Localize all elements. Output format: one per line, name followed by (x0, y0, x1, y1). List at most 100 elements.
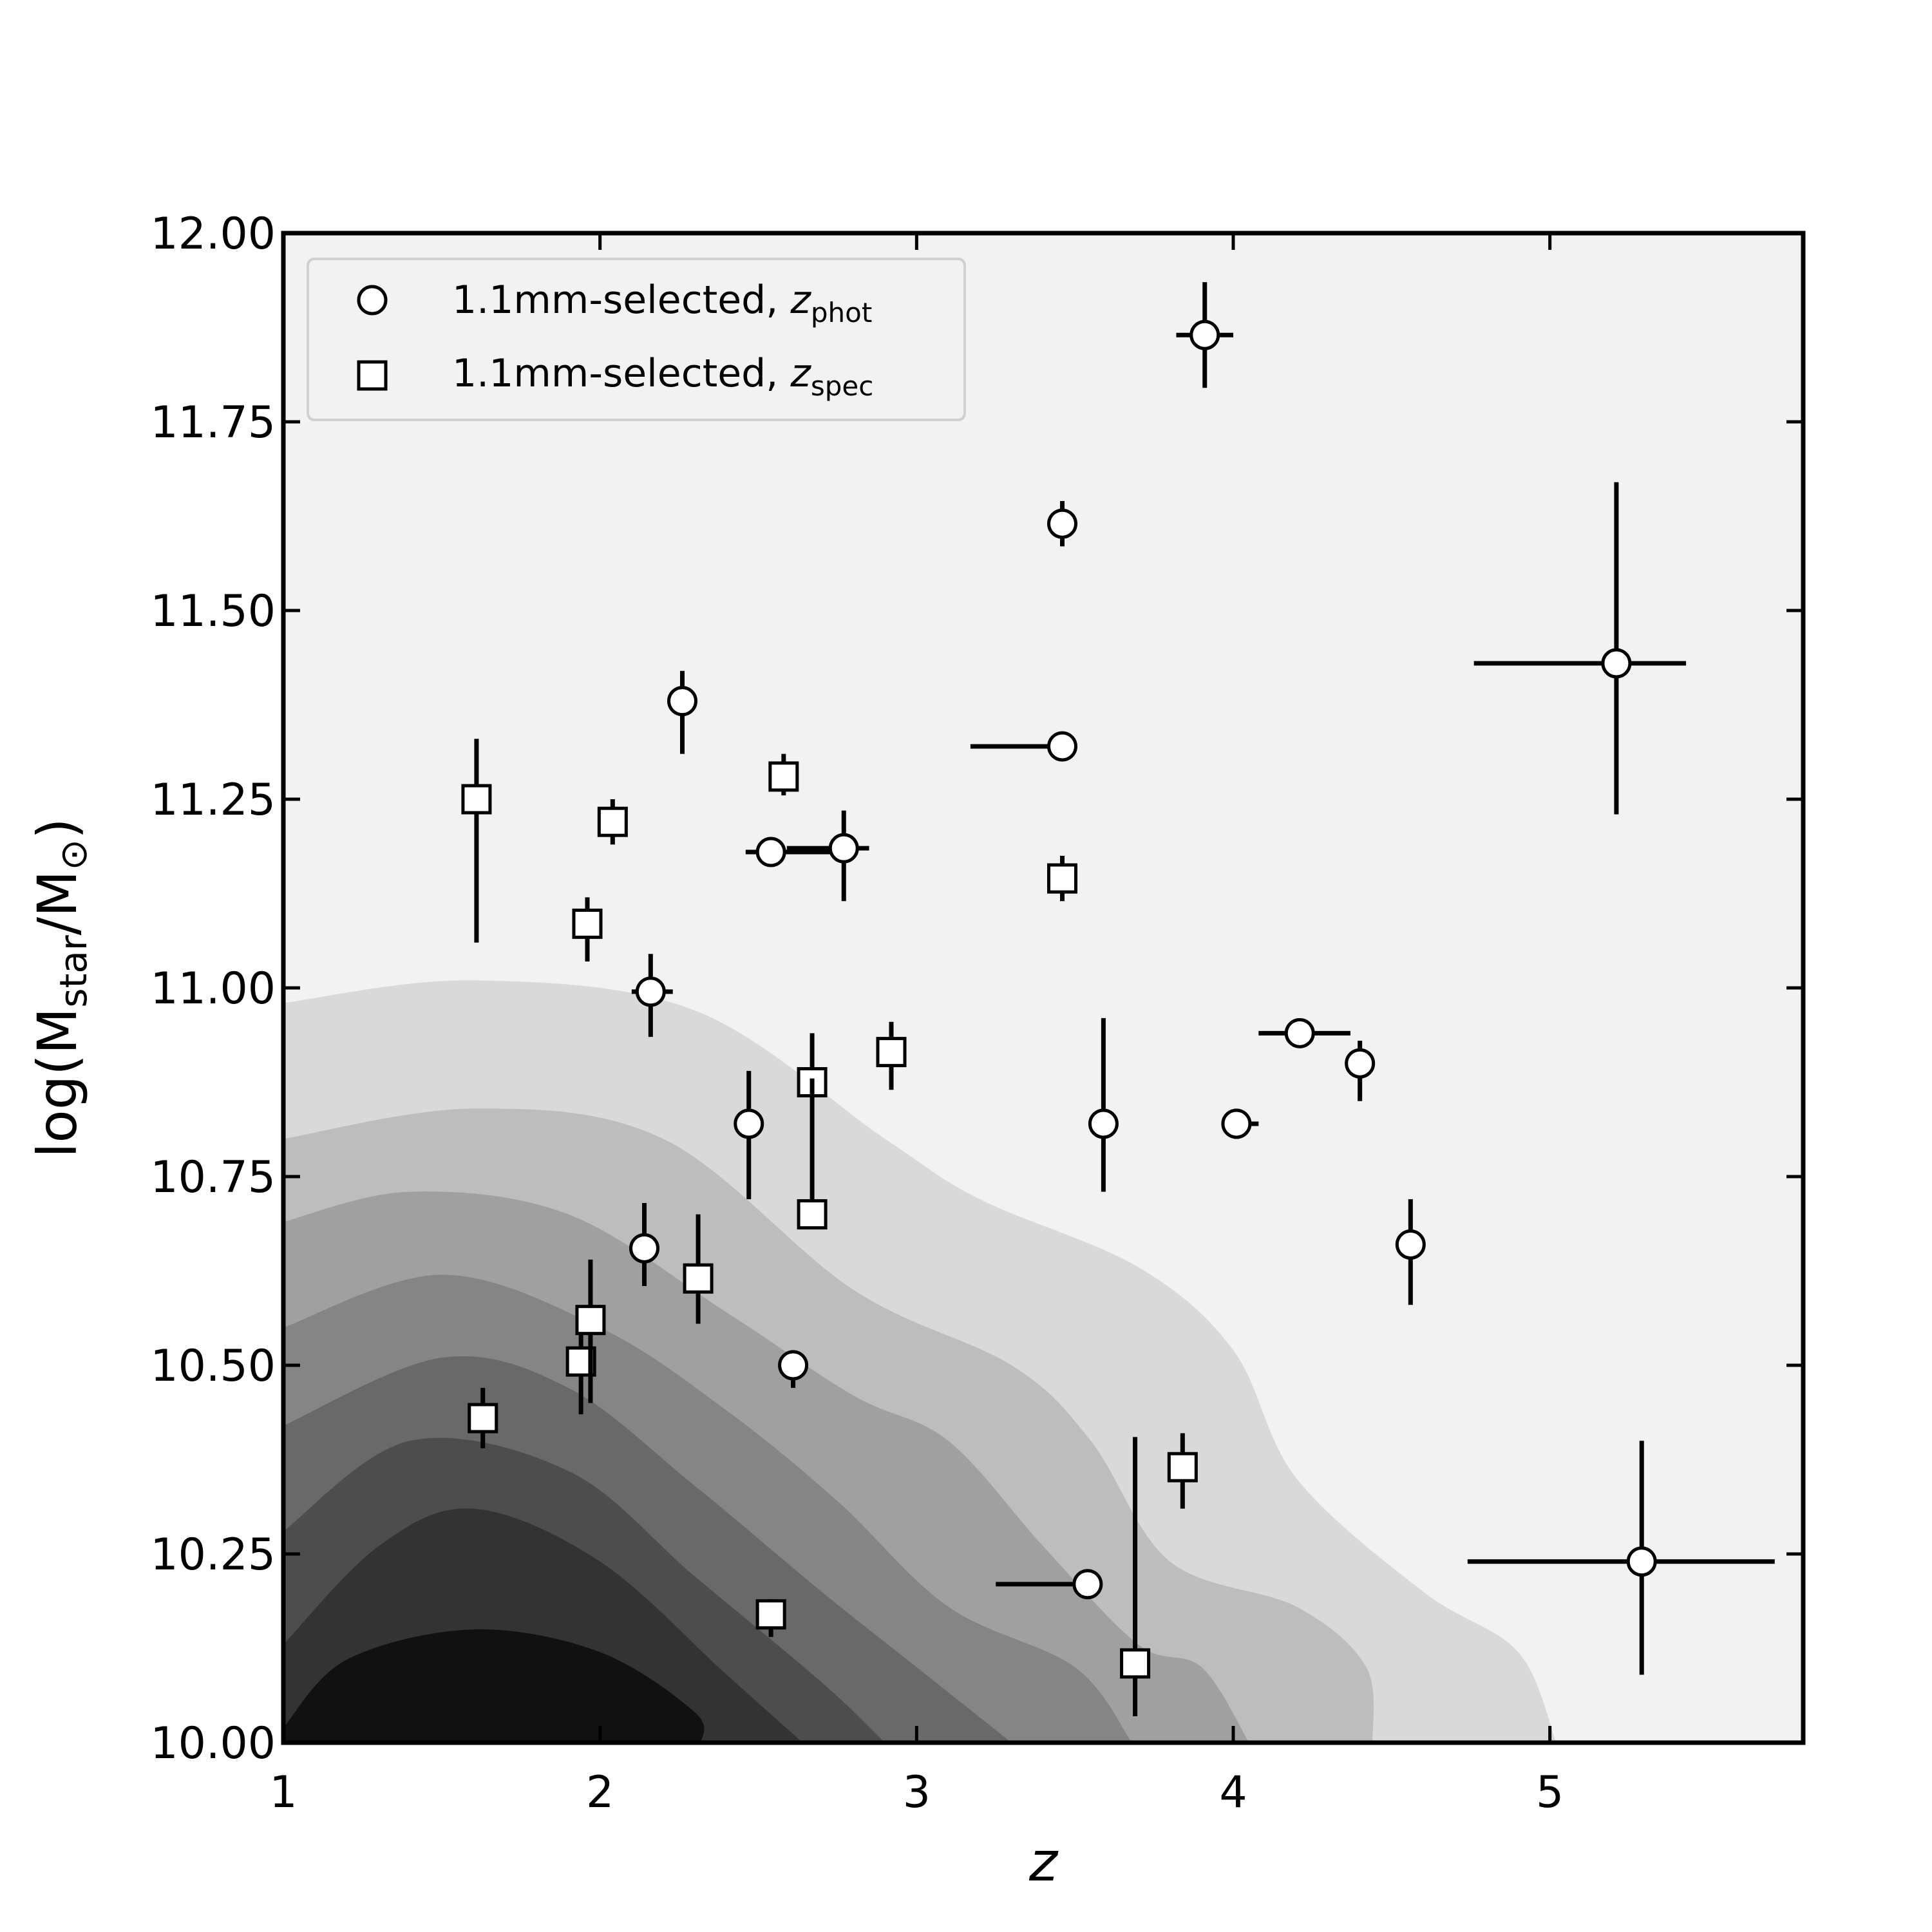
circle-marker (734, 1108, 764, 1139)
x-axis-label: z (1028, 1830, 1059, 1893)
y-axis-label: log(Mstar/M⊙) (26, 818, 95, 1158)
data-point-circle-2 (1047, 501, 1077, 547)
data-point-circle-9 (1258, 1018, 1350, 1048)
legend-label-spec-sub: spec (811, 370, 873, 402)
square-marker (1120, 1648, 1151, 1679)
data-point-square-15 (1167, 1433, 1198, 1509)
data-point-circle-11 (734, 1070, 764, 1200)
legend-marker-square (357, 360, 388, 391)
square-marker (575, 1305, 606, 1336)
y-tick-label: 11.50 (150, 586, 276, 637)
data-points (461, 282, 1775, 1716)
data-point-square-3 (597, 799, 628, 845)
data-point-circle-3 (1473, 482, 1687, 815)
y-axis-label-prefix: log(M (26, 1008, 89, 1158)
square-marker (683, 1263, 714, 1294)
square-marker (572, 908, 603, 939)
data-point-circle-5 (970, 731, 1077, 762)
legend: 1.1mm-selected, zphot 1.1mm-selected, zs… (307, 258, 966, 421)
square-marker (755, 1599, 786, 1630)
data-point-square-13 (755, 1599, 786, 1637)
data-point-circle-4 (667, 670, 697, 754)
legend-label-spec: 1.1mm-selected, zspec (452, 351, 873, 402)
y-axis-label-sub: star (52, 935, 95, 1008)
data-point-square-10 (797, 1078, 828, 1230)
y-tick-label: 10.00 (150, 1718, 276, 1769)
square-marker (1167, 1452, 1198, 1482)
x-tick-label: 4 (1219, 1767, 1247, 1818)
square-marker (768, 761, 799, 792)
y-tick-label: 10.75 (150, 1152, 276, 1203)
data-point-circle-8 (631, 954, 673, 1037)
plot-frame (281, 231, 1806, 1745)
y-tick-label: 12.00 (150, 209, 276, 260)
square-marker (1047, 863, 1077, 894)
legend-marker-circle (357, 285, 388, 316)
data-point-circle-7 (786, 810, 869, 902)
legend-box (307, 258, 966, 421)
circle-marker (1601, 648, 1632, 679)
square-marker (597, 806, 628, 837)
data-point-square-7 (683, 1214, 714, 1324)
data-point-square-12 (1047, 855, 1077, 902)
circle-marker (1395, 1229, 1426, 1260)
data-point-circle-6 (745, 837, 841, 867)
legend-label-phot: 1.1mm-selected, zphot (452, 278, 872, 328)
legend-label-phot-sub: phot (811, 297, 872, 328)
square-marker (468, 1403, 498, 1434)
data-point-circle-18 (1467, 1441, 1775, 1675)
square-marker (876, 1037, 907, 1068)
legend-label-phot-text: 1.1mm-selected, (452, 278, 790, 323)
data-point-square-2 (468, 1388, 498, 1448)
data-point-circle-15 (1395, 1199, 1426, 1305)
circle-marker (1626, 1546, 1657, 1577)
data-point-circle-17 (996, 1569, 1103, 1600)
data-point-square-14 (1120, 1437, 1151, 1716)
circle-marker (1047, 508, 1077, 539)
data-point-square-1 (461, 739, 492, 943)
circle-marker (1345, 1048, 1376, 1079)
y-axis-label-mid: /M (26, 870, 89, 935)
axis-ticks: 1 2 3 4 5 10.00 10.25 10.50 10.75 11.00 11.25 11.50… (150, 209, 1803, 1818)
data-point-circle-13 (1221, 1108, 1259, 1139)
legend-label-spec-text: 1.1mm-selected, (452, 351, 790, 396)
circle-marker (1284, 1018, 1315, 1048)
y-tick-label: 11.25 (150, 775, 276, 826)
square-marker (797, 1199, 828, 1230)
circle-marker (828, 833, 859, 864)
data-point-square-6 (575, 1259, 606, 1403)
data-point-square-4 (572, 897, 603, 961)
x-tick-label: 2 (586, 1767, 614, 1818)
circle-marker (778, 1350, 809, 1381)
y-axis-label-suffix: ) (26, 818, 89, 839)
legend-label-phot-var: z (790, 278, 811, 323)
circle-marker (629, 1233, 659, 1264)
data-point-circle-1 (1176, 282, 1233, 388)
y-tick-label: 11.75 (150, 397, 276, 448)
square-marker (461, 784, 492, 815)
density-contour-level-8 (283, 1629, 705, 1743)
circle-marker (635, 976, 666, 1007)
legend-label-spec-var: z (790, 351, 811, 396)
circle-marker (1189, 319, 1220, 350)
x-tick-label: 5 (1536, 1767, 1564, 1818)
data-point-circle-12 (1088, 1018, 1119, 1192)
circle-marker (755, 837, 786, 867)
data-point-circle-16 (778, 1350, 809, 1388)
x-tick-label: 1 (269, 1767, 297, 1818)
data-point-square-8 (768, 753, 799, 796)
y-tick-label: 10.50 (150, 1341, 276, 1392)
data-point-circle-14 (629, 1203, 659, 1286)
circle-marker (1221, 1108, 1252, 1139)
x-tick-label: 3 (903, 1767, 931, 1818)
data-point-circle-10 (1345, 1041, 1376, 1101)
y-tick-label: 11.00 (150, 963, 276, 1014)
y-tick-label: 10.25 (150, 1530, 276, 1580)
circle-marker (1072, 1569, 1103, 1600)
circle-marker (1047, 731, 1077, 762)
y-axis-label-sub2: ⊙ (52, 839, 95, 871)
data-point-square-11 (876, 1021, 907, 1090)
circle-marker (667, 686, 697, 717)
circle-marker (1088, 1108, 1119, 1139)
